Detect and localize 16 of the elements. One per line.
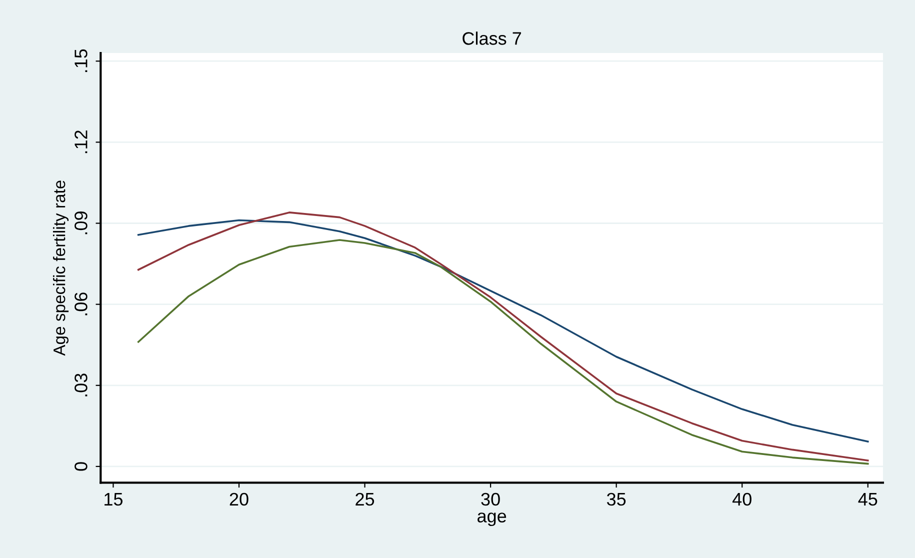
y-tick-label: 0	[74, 462, 88, 471]
x-tick-label: 45	[858, 493, 878, 506]
y-tick-label: .03	[74, 374, 88, 396]
y-tick-label: .15	[74, 49, 88, 72]
x-tick-label: 35	[606, 492, 626, 506]
y-tick-label: .06	[74, 292, 88, 316]
x-tick-label: 40	[732, 492, 752, 506]
chart-title: Class 7	[462, 32, 522, 45]
y-tick-label: .09	[74, 212, 88, 234]
y-tick-label: .12	[74, 130, 88, 154]
x-axis-title: age	[478, 512, 506, 526]
y-axis-title: Age specific fertility rate	[53, 180, 69, 356]
x-tick-label: 20	[230, 492, 248, 506]
x-tick-label: 30	[481, 492, 500, 506]
x-tick-label: 25	[356, 492, 374, 506]
x-tick-label: 15	[104, 493, 123, 506]
